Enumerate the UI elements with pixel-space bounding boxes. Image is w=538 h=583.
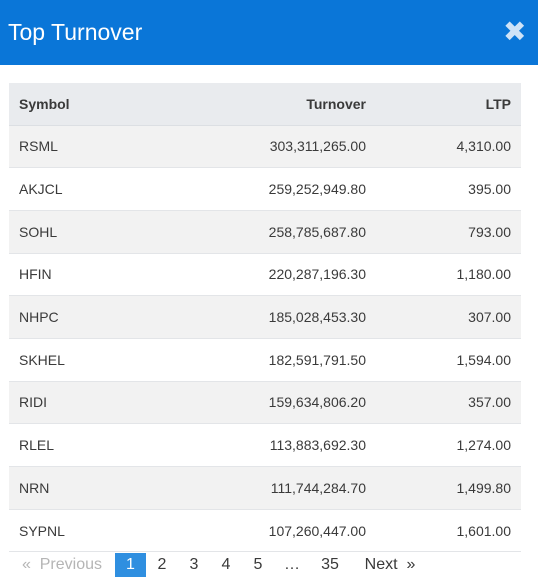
symbol-cell: RIDI: [9, 381, 139, 425]
symbol-cell: RSML: [9, 125, 139, 169]
ltp-cell: 357.00: [376, 381, 521, 425]
pagination: « Previous 1 2 3 4 5 … 35 Next »: [0, 551, 538, 579]
symbol-cell: SYPNL: [9, 509, 139, 553]
pagination-ellipsis: …: [284, 556, 300, 573]
ltp-cell: 395.00: [376, 167, 521, 211]
previous-page-button[interactable]: « Previous: [21, 556, 103, 573]
ltp-cell: 1,594.00: [376, 338, 521, 382]
table-row: RLEL 113,883,692.30 1,274.00: [9, 423, 521, 467]
next-page-button[interactable]: Next »: [364, 556, 416, 573]
turnover-cell: 182,591,791.50: [139, 338, 376, 382]
table-row: AKJCL 259,252,949.80 395.00: [9, 167, 521, 211]
ltp-cell: 1,499.80: [376, 466, 521, 510]
ltp-cell: 1,180.00: [376, 253, 521, 297]
turnover-cell: 113,883,692.30: [139, 423, 376, 467]
table-row: NHPC 185,028,453.30 307.00: [9, 295, 521, 339]
turnover-cell: 107,260,447.00: [139, 509, 376, 553]
page-button-last[interactable]: 35: [321, 556, 339, 573]
table-row: SOHL 258,785,687.80 793.00: [9, 210, 521, 254]
table-row: NRN 111,744,284.70 1,499.80: [9, 466, 521, 510]
page-button-5[interactable]: 5: [253, 556, 263, 573]
turnover-cell: 259,252,949.80: [139, 167, 376, 211]
table-header-row: Symbol Turnover LTP: [9, 83, 521, 126]
table-row: HFIN 220,287,196.30 1,180.00: [9, 253, 521, 297]
column-header-ltp[interactable]: LTP: [376, 83, 521, 126]
page-button-3[interactable]: 3: [189, 556, 199, 573]
table-row: RSML 303,311,265.00 4,310.00: [9, 125, 521, 169]
turnover-cell: 220,287,196.30: [139, 253, 376, 297]
column-header-turnover[interactable]: Turnover: [139, 83, 376, 126]
symbol-cell: AKJCL: [9, 167, 139, 211]
page-button-4[interactable]: 4: [221, 556, 231, 573]
modal-header: Top Turnover ✖: [0, 0, 538, 65]
symbol-cell: NRN: [9, 466, 139, 510]
table-row: RIDI 159,634,806.20 357.00: [9, 381, 521, 425]
turnover-table: Symbol Turnover LTP RSML 303,311,265.00 …: [9, 83, 521, 553]
ltp-cell: 793.00: [376, 210, 521, 254]
ltp-cell: 1,601.00: [376, 509, 521, 553]
table-row: SYPNL 107,260,447.00 1,601.00: [9, 509, 521, 553]
turnover-cell: 111,744,284.70: [139, 466, 376, 510]
symbol-cell: SOHL: [9, 210, 139, 254]
table-row: SKHEL 182,591,791.50 1,594.00: [9, 338, 521, 382]
symbol-cell: NHPC: [9, 295, 139, 339]
ltp-cell: 1,274.00: [376, 423, 521, 467]
symbol-cell: HFIN: [9, 253, 139, 297]
turnover-cell: 258,785,687.80: [139, 210, 376, 254]
ltp-cell: 4,310.00: [376, 125, 521, 169]
symbol-cell: SKHEL: [9, 338, 139, 382]
turnover-cell: 159,634,806.20: [139, 381, 376, 425]
symbol-cell: RLEL: [9, 423, 139, 467]
ltp-cell: 307.00: [376, 295, 521, 339]
page-button-2[interactable]: 2: [157, 556, 167, 573]
column-header-symbol[interactable]: Symbol: [9, 83, 139, 126]
close-icon[interactable]: ✖: [503, 16, 527, 47]
modal-title: Top Turnover: [8, 19, 143, 45]
page-button-1[interactable]: 1: [115, 553, 146, 577]
turnover-cell: 185,028,453.30: [139, 295, 376, 339]
turnover-cell: 303,311,265.00: [139, 125, 376, 169]
